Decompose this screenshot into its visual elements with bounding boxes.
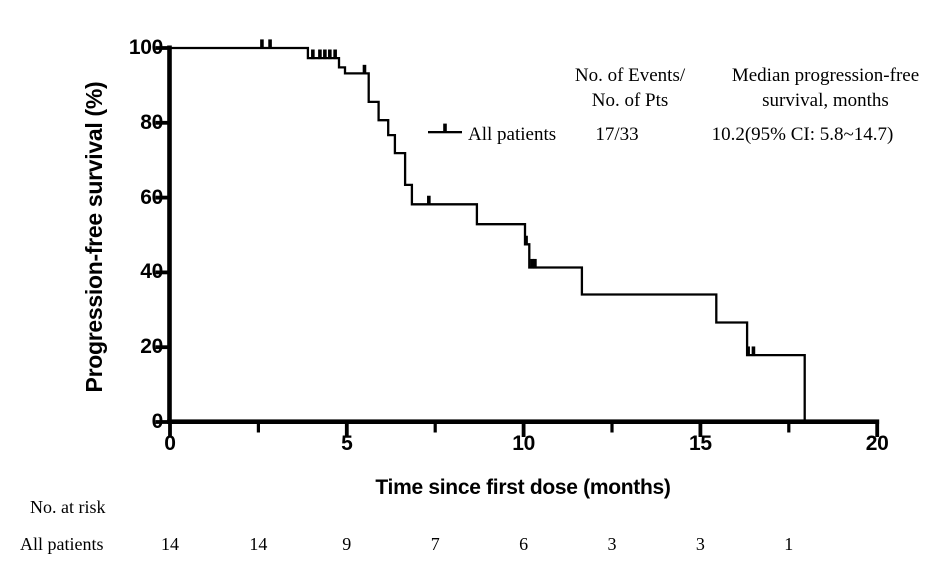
y-axis-title: Progression-free survival (%): [81, 81, 107, 393]
x-axis-minor-tick: [610, 424, 614, 433]
censor-tick: [318, 49, 322, 60]
y-tick-label: 80: [140, 110, 163, 134]
x-axis-tick: [168, 424, 172, 437]
censor-tick: [533, 258, 537, 269]
x-axis-minor-tick: [256, 424, 260, 433]
at-risk-value: 1: [784, 534, 794, 554]
legend-median-header: Median progression-free survival, months: [698, 63, 931, 113]
censor-tick: [427, 195, 431, 206]
at-risk-value: 14: [161, 534, 179, 554]
censor-tick: [323, 49, 327, 60]
x-axis-minor-tick: [787, 424, 791, 433]
at-risk-value: 6: [519, 534, 529, 554]
y-axis-tick: [155, 195, 168, 200]
y-axis-tick: [155, 420, 168, 424]
y-axis-tick: [155, 120, 168, 125]
at-risk-row-label: All patients: [20, 534, 104, 554]
censor-tick: [268, 39, 272, 49]
x-axis-spine: [167, 419, 880, 424]
legend-series-label: All patients: [468, 124, 557, 145]
legend-median-header-line1: Median progression-free: [731, 65, 920, 86]
at-risk-value: 7: [430, 534, 440, 554]
x-tick-label: 10: [512, 432, 535, 455]
x-axis-title: Time since first dose (months): [375, 476, 671, 499]
y-tick-label: 0: [151, 410, 164, 433]
legend-key-censor-tick: [443, 123, 447, 133]
survival-curve: [170, 46, 806, 422]
y-tick-label: 20: [140, 335, 163, 359]
censor-tick: [530, 258, 534, 269]
y-axis-tick: [155, 46, 168, 50]
x-tick-label: 15: [689, 432, 712, 455]
x-axis-tick: [344, 424, 349, 437]
at-risk-value: 3: [607, 534, 617, 554]
at-risk-value: 9: [342, 534, 352, 554]
censor-tick: [751, 346, 756, 357]
y-axis-spine: [167, 45, 172, 424]
legend-events-value: 17/33: [595, 124, 639, 145]
censor-tick: [328, 49, 332, 60]
y-axis-tick: [155, 270, 168, 275]
y-tick-label: 60: [140, 185, 163, 209]
legend-events-header-line1: No. of Events/: [574, 65, 686, 86]
censor-tick: [362, 64, 367, 75]
y-tick-label: 100: [128, 36, 163, 59]
x-tick-label: 0: [164, 432, 176, 455]
at-risk-title: No. at risk: [30, 497, 106, 517]
censor-tick: [260, 39, 264, 49]
x-axis-minor-tick: [433, 424, 437, 433]
x-axis-tick: [521, 424, 526, 437]
legend-median-header-line2: survival, months: [762, 90, 889, 111]
legend-median-value: 10.2(95% CI: 5.8~14.7): [711, 124, 894, 145]
x-tick-label: 5: [341, 432, 353, 455]
censor-tick: [333, 49, 337, 60]
at-risk-value: 3: [695, 534, 705, 554]
y-tick-label: 40: [140, 260, 163, 284]
x-axis-tick: [875, 424, 880, 437]
x-axis-tick: [698, 424, 703, 437]
at-risk-value: 14: [249, 534, 268, 554]
legend-events-header: No. of Events/ No. of Pts: [530, 63, 730, 113]
legend-events-header-line2: No. of Pts: [591, 90, 669, 111]
y-axis-tick: [155, 345, 168, 350]
x-tick-label: 20: [865, 432, 889, 455]
censor-tick: [746, 346, 750, 357]
censor-tick: [311, 49, 315, 60]
censor-tick: [524, 235, 528, 246]
